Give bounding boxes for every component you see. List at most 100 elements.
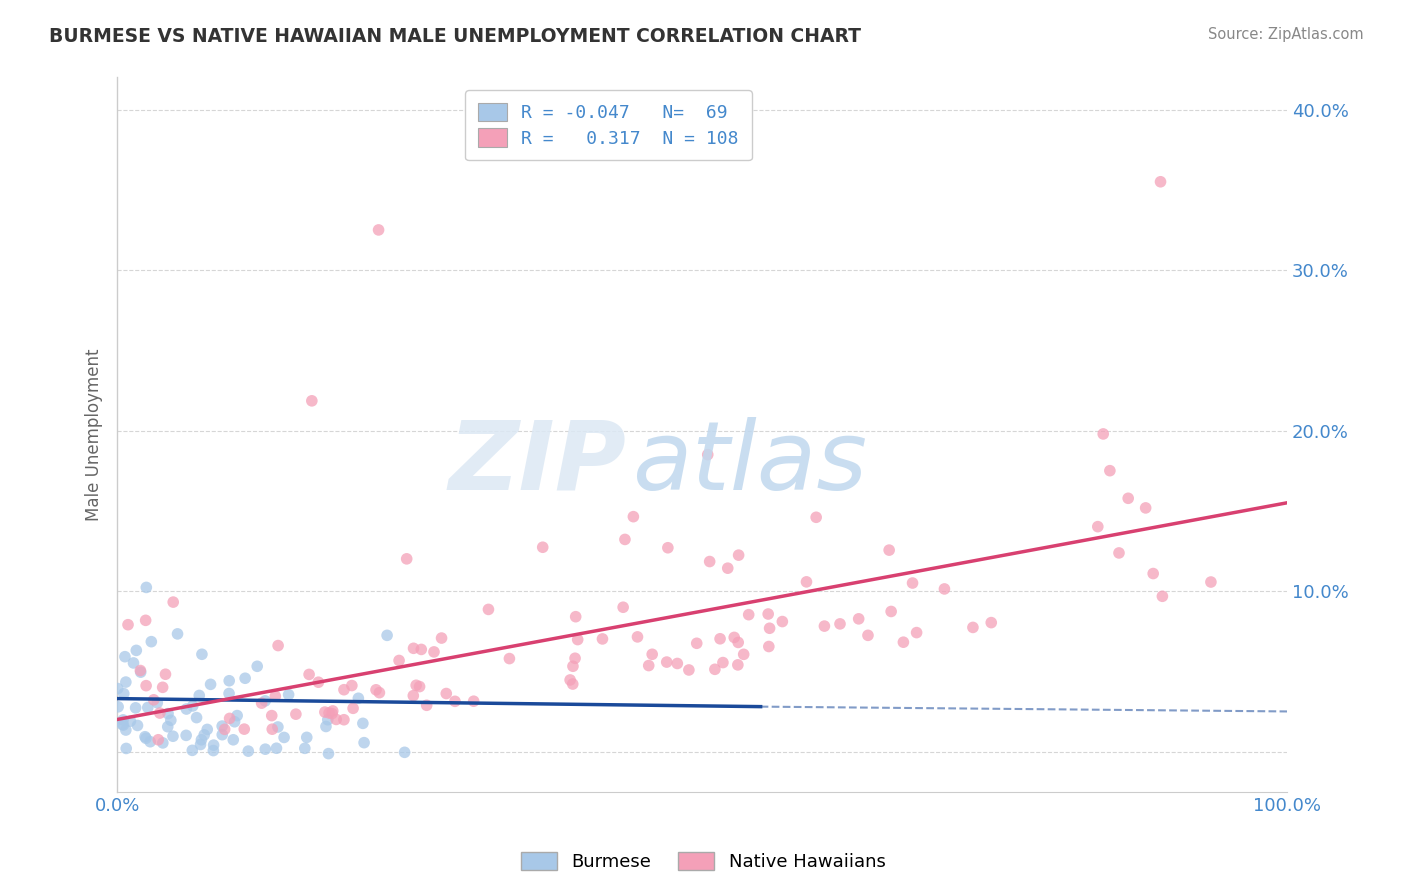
Point [152, 736, 174, 750]
Point [711, 656, 734, 670]
Point [758, 640, 780, 654]
Point [901, 576, 924, 591]
Point [325, 713, 347, 727]
Point [233, 671, 256, 685]
Point [402, 689, 425, 703]
Point [135, 679, 157, 693]
Point [655, 655, 678, 669]
Point [564, 651, 586, 665]
Point [612, 600, 634, 615]
Point [112, 718, 135, 732]
Point [558, 673, 581, 687]
Point [408, 680, 430, 694]
Point [980, 615, 1002, 630]
Point [733, 648, 755, 662]
Point [1108, 546, 1130, 560]
Point [434, 686, 457, 700]
Point [318, 706, 340, 720]
Point [364, 682, 387, 697]
Point [218, 686, 240, 700]
Point [267, 639, 290, 653]
Point [395, 552, 418, 566]
Point [107, 699, 129, 714]
Point [190, 732, 212, 747]
Point [893, 635, 915, 649]
Point [162, 729, 184, 743]
Point [174, 728, 197, 742]
Point [195, 723, 218, 737]
Point [678, 663, 700, 677]
Point [211, 728, 233, 742]
Point [1149, 175, 1171, 189]
Point [342, 701, 364, 715]
Point [758, 621, 780, 635]
Point [181, 698, 204, 713]
Point [141, 634, 163, 648]
Point [637, 658, 659, 673]
Point [727, 635, 749, 649]
Point [316, 713, 339, 727]
Point [260, 708, 283, 723]
Point [226, 708, 249, 723]
Point [321, 706, 343, 721]
Point [561, 677, 583, 691]
Point [905, 625, 928, 640]
Point [796, 574, 818, 589]
Point [294, 741, 316, 756]
Point [202, 743, 225, 757]
Point [1092, 426, 1115, 441]
Point [267, 720, 290, 734]
Point [402, 641, 425, 656]
Point [307, 675, 329, 690]
Point [1152, 589, 1174, 603]
Point [1098, 464, 1121, 478]
Point [160, 713, 183, 727]
Point [727, 657, 749, 672]
Point [686, 636, 709, 650]
Point [444, 694, 467, 708]
Point [135, 613, 157, 627]
Point [115, 741, 138, 756]
Point [405, 678, 427, 692]
Point [166, 627, 188, 641]
Point [114, 723, 136, 737]
Point [423, 645, 446, 659]
Point [193, 728, 215, 742]
Point [246, 659, 269, 673]
Point [564, 609, 586, 624]
Point [657, 541, 679, 555]
Point [621, 509, 644, 524]
Point [136, 700, 159, 714]
Point [142, 693, 165, 707]
Point [314, 705, 336, 719]
Point [266, 741, 288, 756]
Point [254, 742, 277, 756]
Point [114, 649, 136, 664]
Point [591, 632, 613, 646]
Point [353, 736, 375, 750]
Point [1142, 566, 1164, 581]
Y-axis label: Male Unemployment: Male Unemployment [86, 348, 103, 521]
Point [856, 628, 879, 642]
Point [315, 719, 337, 733]
Point [273, 731, 295, 745]
Point [129, 665, 152, 680]
Point [218, 711, 240, 725]
Point [124, 701, 146, 715]
Point [107, 681, 129, 696]
Point [277, 688, 299, 702]
Text: ZIP: ZIP [449, 417, 626, 509]
Point [112, 713, 135, 727]
Point [298, 667, 321, 681]
Point [388, 653, 411, 667]
Point [211, 719, 233, 733]
Point [477, 602, 499, 616]
Point [756, 607, 779, 621]
Point [770, 615, 793, 629]
Point [737, 607, 759, 622]
Point [699, 555, 721, 569]
Point [301, 393, 323, 408]
Point [222, 732, 245, 747]
Point [375, 628, 398, 642]
Point [626, 630, 648, 644]
